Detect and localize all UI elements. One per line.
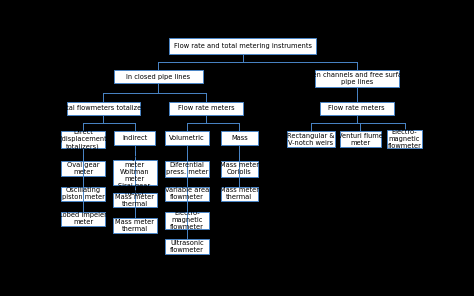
Text: Venturi flume
meter: Venturi flume meter [338,133,383,146]
Text: Diferential
press. meter: Diferential press. meter [166,162,208,175]
FancyBboxPatch shape [170,102,243,115]
Text: Flow rate meters: Flow rate meters [328,105,385,112]
Text: Mass meter
thermal: Mass meter thermal [115,219,154,232]
Text: Ultrasonic
flowmeter: Ultrasonic flowmeter [170,240,204,253]
FancyBboxPatch shape [165,161,209,177]
FancyBboxPatch shape [66,102,140,115]
FancyBboxPatch shape [287,131,335,147]
FancyBboxPatch shape [61,212,105,226]
FancyBboxPatch shape [387,130,422,148]
Text: In closed pipe lines: In closed pipe lines [127,73,191,80]
Text: Variable area
flowmeter: Variable area flowmeter [165,187,209,200]
FancyBboxPatch shape [340,131,381,147]
FancyBboxPatch shape [61,186,105,201]
FancyBboxPatch shape [114,131,155,145]
FancyBboxPatch shape [221,131,258,145]
FancyBboxPatch shape [320,102,393,115]
FancyBboxPatch shape [61,161,105,176]
Text: Lobed impeler
meter: Lobed impeler meter [59,213,107,226]
Text: Flow rate and total metering instruments: Flow rate and total metering instruments [174,43,312,49]
Text: Indirect: Indirect [122,135,147,141]
FancyBboxPatch shape [221,186,258,201]
Text: Volumetric: Volumetric [169,135,205,141]
Text: Turbine meter
Rotary vane
meter
Woltman
meter
Siral gear
meter: Turbine meter Rotary vane meter Woltman … [111,148,158,196]
Text: Total flowmeters totalizers: Total flowmeters totalizers [59,105,147,112]
Text: Open channels and free surface
pipe lines: Open channels and free surface pipe line… [303,72,410,85]
Text: Oval gear
meter: Oval gear meter [67,162,100,175]
FancyBboxPatch shape [315,70,399,87]
FancyBboxPatch shape [165,131,209,145]
FancyBboxPatch shape [165,186,209,201]
Text: Mass meter
thermal: Mass meter thermal [220,187,259,200]
FancyBboxPatch shape [112,193,156,207]
FancyBboxPatch shape [114,70,202,83]
Text: Electro-
magnetic
flowmeter: Electro- magnetic flowmeter [388,129,421,149]
Text: Rectangular &
V-notch weirs: Rectangular & V-notch weirs [287,133,335,146]
Text: Oscillating
piston meter: Oscillating piston meter [62,187,105,200]
FancyBboxPatch shape [112,160,156,185]
Text: Direct
(displacement
totalizers): Direct (displacement totalizers) [59,129,107,150]
Text: Mass: Mass [231,135,247,141]
Text: Flow rate meters: Flow rate meters [178,105,235,112]
FancyBboxPatch shape [165,212,209,229]
FancyBboxPatch shape [221,161,258,177]
Text: Electro-
magnetic
flowmeter: Electro- magnetic flowmeter [170,210,204,230]
FancyBboxPatch shape [165,239,209,254]
FancyBboxPatch shape [169,38,316,54]
Text: Mass meter
thermal: Mass meter thermal [115,194,154,207]
FancyBboxPatch shape [61,131,105,148]
Text: Mass meter
Coriolis: Mass meter Coriolis [220,162,259,175]
FancyBboxPatch shape [112,218,156,233]
